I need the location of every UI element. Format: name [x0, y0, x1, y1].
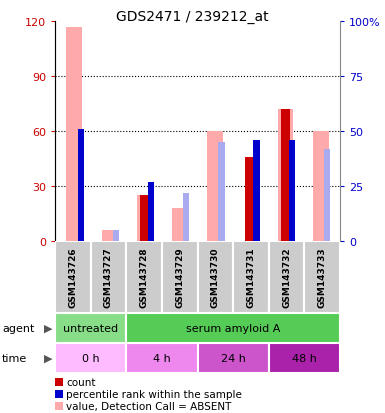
Text: GSM143728: GSM143728 — [139, 247, 149, 308]
Text: 0 h: 0 h — [82, 353, 99, 363]
Bar — [126, 242, 162, 313]
Bar — [305, 242, 340, 313]
Text: time: time — [2, 353, 27, 363]
Bar — [172, 209, 188, 242]
Bar — [207, 132, 223, 242]
Bar — [55, 343, 126, 373]
Text: GDS2471 / 239212_at: GDS2471 / 239212_at — [116, 10, 269, 24]
Bar — [313, 132, 328, 242]
Bar — [253, 140, 260, 242]
Bar — [289, 140, 295, 242]
Text: GSM143729: GSM143729 — [175, 247, 184, 308]
Text: GSM143726: GSM143726 — [68, 247, 77, 308]
Bar — [67, 27, 82, 242]
Bar — [245, 157, 255, 242]
Text: ▶: ▶ — [44, 353, 52, 363]
Bar — [140, 196, 150, 242]
Bar — [137, 196, 152, 242]
Text: GSM143727: GSM143727 — [104, 247, 113, 308]
Bar — [218, 142, 224, 242]
Text: agent: agent — [2, 323, 34, 333]
Bar — [113, 230, 119, 242]
Text: GSM143732: GSM143732 — [282, 247, 291, 308]
Text: GSM143733: GSM143733 — [318, 247, 327, 308]
Text: value, Detection Call = ABSENT: value, Detection Call = ABSENT — [66, 401, 231, 411]
Bar — [281, 110, 290, 242]
Bar — [269, 242, 305, 313]
Text: untreated: untreated — [63, 323, 118, 333]
Bar — [198, 242, 233, 313]
Bar — [55, 313, 126, 343]
Bar — [90, 242, 126, 313]
Text: ▶: ▶ — [44, 323, 52, 333]
Bar — [148, 182, 154, 242]
Text: count: count — [66, 377, 95, 387]
Bar — [233, 242, 269, 313]
Bar — [55, 242, 90, 313]
Bar — [269, 343, 340, 373]
Bar — [126, 343, 198, 373]
Bar — [162, 242, 198, 313]
Text: 4 h: 4 h — [153, 353, 171, 363]
Text: 24 h: 24 h — [221, 353, 246, 363]
Bar — [198, 343, 269, 373]
Text: 48 h: 48 h — [292, 353, 317, 363]
Bar — [77, 130, 84, 242]
Bar — [126, 313, 340, 343]
Text: GSM143730: GSM143730 — [211, 247, 220, 308]
Bar — [278, 110, 293, 242]
Bar — [102, 230, 117, 242]
Text: percentile rank within the sample: percentile rank within the sample — [66, 389, 242, 399]
Bar — [324, 149, 330, 242]
Bar — [183, 193, 189, 242]
Text: serum amyloid A: serum amyloid A — [186, 323, 280, 333]
Text: GSM143731: GSM143731 — [246, 247, 255, 308]
